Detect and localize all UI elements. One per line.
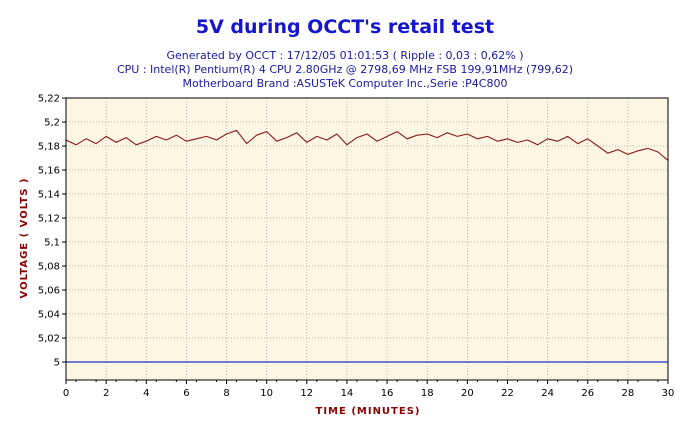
x-tick-label: 14 <box>341 388 354 399</box>
x-tick-label: 26 <box>581 388 594 399</box>
x-tick-label: 18 <box>421 388 434 399</box>
x-tick-label: 12 <box>300 388 313 399</box>
x-tick-label: 2 <box>103 388 109 399</box>
x-tick-label: 28 <box>621 388 634 399</box>
x-tick-label: 10 <box>260 388 273 399</box>
voltage-series-line <box>65 129 669 161</box>
x-tick-label: 16 <box>381 388 394 399</box>
y-tick-label: 5,18 <box>38 142 60 153</box>
y-tick-label: 5,22 <box>38 94 60 105</box>
x-tick-label: 8 <box>223 388 229 399</box>
y-tick-label: 5 <box>54 358 60 369</box>
cpu-info: CPU : Intel(R) Pentium(R) 4 CPU 2.80GHz … <box>116 63 574 76</box>
y-tick-label: 5,12 <box>38 214 60 225</box>
y-tick-label: 5,02 <box>38 334 60 345</box>
plot-background <box>66 98 668 380</box>
motherboard-info: Motherboard Brand :ASUSTeK Computer Inc.… <box>182 77 508 90</box>
y-tick-label: 5,1 <box>44 238 60 249</box>
plot-frame <box>65 97 669 381</box>
x-tick-label: 4 <box>143 388 149 399</box>
x-axis-label: TIME (MINUTES) <box>316 406 421 417</box>
x-tick-label: 0 <box>63 388 69 399</box>
chart-title: 5V during OCCT's retail test <box>195 16 495 38</box>
x-tick-label: 20 <box>461 388 474 399</box>
x-tick-label: 22 <box>501 388 514 399</box>
y-tick-label: 5,14 <box>38 190 60 201</box>
y-axis-label: VOLTAGE ( VOLTS ) <box>19 178 30 299</box>
x-tick-label: 24 <box>541 388 554 399</box>
x-tick-label: 6 <box>183 388 189 399</box>
y-tick-label: 5,08 <box>38 262 60 273</box>
x-tick-label: 30 <box>662 388 675 399</box>
y-tick-label: 5,06 <box>38 286 60 297</box>
y-tick-label: 5,2 <box>44 118 60 129</box>
y-tick-label: 5,04 <box>38 310 60 321</box>
generated-info: Generated by OCCT : 17/12/05 01:01:53 ( … <box>166 49 524 62</box>
y-tick-label: 5,16 <box>38 166 60 177</box>
